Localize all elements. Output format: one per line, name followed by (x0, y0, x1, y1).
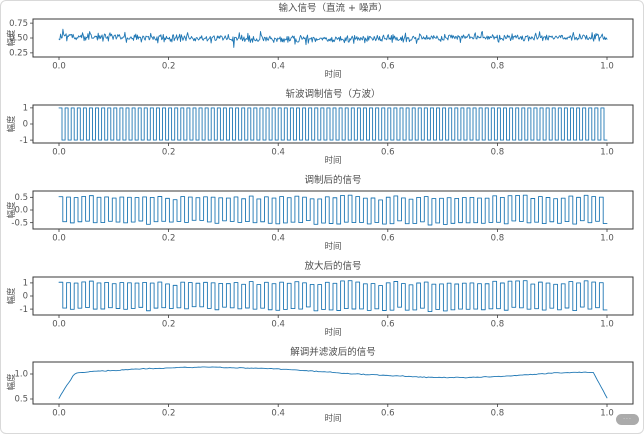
y-tick-label: 0.75 (9, 19, 28, 29)
subplot-chopper-signal: 斩波调制信号（方波） 幅度 1 0 -1 0.0 0.2 0.4 0.6 0.8 1.0 时间 (1, 87, 643, 173)
x-tick-label: 0.8 (491, 320, 505, 330)
x-tick-label: 0.2 (162, 409, 176, 419)
y-tick-label: 1 (23, 104, 28, 114)
x-tick-label: 0.8 (491, 148, 505, 158)
x-tick-label: 0.2 (162, 62, 176, 72)
plot-title: 放大后的信号 (304, 261, 362, 272)
x-tick-label: 0.8 (491, 234, 505, 244)
y-tick-label: 1.0 (14, 370, 28, 380)
x-tick-label: 0.8 (491, 62, 505, 72)
x-tick-label: 0.2 (162, 234, 176, 244)
modulated-signal-plot: 0.5 0.0 -0.5 0.0 0.2 0.4 0.6 0.8 1.0 (11, 190, 634, 244)
x-tick-label: 0.2 (162, 148, 176, 158)
y-tick-label: -0.5 (11, 218, 28, 228)
y-tick-label: 0.50 (9, 34, 28, 44)
x-tick-label: 0.0 (52, 148, 66, 158)
x-tick-label: 0.6 (381, 320, 395, 330)
plot-title: 调制后的信号 (304, 175, 362, 186)
x-tick-label: 0.6 (381, 234, 395, 244)
x-tick-label: 0.4 (271, 148, 285, 158)
amplified-signal-plot: 1 0 -1 0.0 0.2 0.4 0.6 0.8 1.0 (20, 276, 634, 330)
x-tick-label: 0.6 (381, 62, 395, 72)
demodulated-signal-plot: 1.0 0.5 0.0 0.2 0.4 0.6 0.8 1.0 (14, 361, 634, 419)
x-axis-label: 时间 (324, 242, 342, 252)
x-tick-label: 1.0 (600, 62, 614, 72)
y-tick-label: 1 (23, 279, 28, 289)
x-tick-label: 0.0 (52, 62, 66, 72)
plot-title: 输入信号（直流 + 噪声） (278, 3, 388, 14)
y-tick-label: 0.5 (14, 193, 28, 203)
x-tick-label: 0.6 (381, 148, 395, 158)
y-tick-label: -1 (20, 305, 28, 315)
corner-badge: ··· (616, 414, 639, 425)
x-tick-label: 1.0 (600, 234, 614, 244)
chopper-signal-plot: 1 0 -1 0.0 0.2 0.4 0.6 0.8 1.0 (20, 104, 634, 158)
x-tick-label: 1.0 (600, 320, 614, 330)
y-tick-label: 0.25 (9, 49, 28, 59)
y-tick-label: -1 (20, 136, 28, 146)
signal-line (58, 107, 608, 141)
signal-line (58, 194, 608, 226)
x-tick-label: 1.0 (600, 409, 614, 419)
axes-box (32, 361, 634, 405)
x-axis-label: 时间 (324, 414, 342, 424)
x-axis-label: 时间 (324, 328, 342, 338)
y-tick-label: 0 (23, 120, 28, 130)
x-tick-label: 0.6 (381, 409, 395, 419)
x-tick-label: 0.4 (271, 234, 285, 244)
x-axis-label: 时间 (324, 156, 342, 166)
x-tick-label: 0.8 (491, 409, 505, 419)
y-tick-label: 0.5 (14, 395, 28, 405)
subplot-input-signal: 输入信号（直流 + 噪声） 幅度 0.75 0.50 0.25 0.0 0.2 0.4 0.… (1, 1, 643, 87)
y-tick-label: 0.0 (14, 206, 28, 216)
signal-line (58, 280, 608, 312)
x-tick-label: 0.4 (271, 409, 285, 419)
signal-line (58, 366, 608, 399)
x-tick-label: 0.2 (162, 320, 176, 330)
axes-box (32, 18, 634, 58)
plot-title: 斩波调制信号（方波） (285, 89, 381, 100)
signal-line (58, 28, 608, 48)
input-signal-plot: 0.75 0.50 0.25 0.0 0.2 0.4 0.6 0.8 1.0 (9, 18, 634, 72)
x-tick-label: 0.0 (52, 234, 66, 244)
x-axis-label: 时间 (324, 70, 342, 80)
plot-title: 解调并滤波后的信号 (290, 347, 376, 358)
x-tick-label: 0.0 (52, 409, 66, 419)
x-tick-label: 0.4 (271, 62, 285, 72)
x-tick-label: 1.0 (600, 148, 614, 158)
corner-badge-text: ··· (623, 415, 632, 423)
subplot-modulated-signal: 调制后的信号 幅度 0.5 0.0 -0.5 0.0 0.2 0.4 0.6 0.8 1.0 时… (1, 173, 643, 259)
x-tick-label: 0.4 (271, 320, 285, 330)
y-tick-label: 0 (23, 292, 28, 302)
x-tick-label: 0.0 (52, 320, 66, 330)
subplot-amplified-signal: 放大后的信号 幅度 1 0 -1 0.0 0.2 0.4 0.6 0.8 1.0 时间 (1, 259, 643, 345)
subplot-demodulated-signal: 解调并滤波后的信号 幅度 1.0 0.5 0.0 0.2 0.4 0.6 0.8 1.0 时间 (1, 345, 643, 431)
